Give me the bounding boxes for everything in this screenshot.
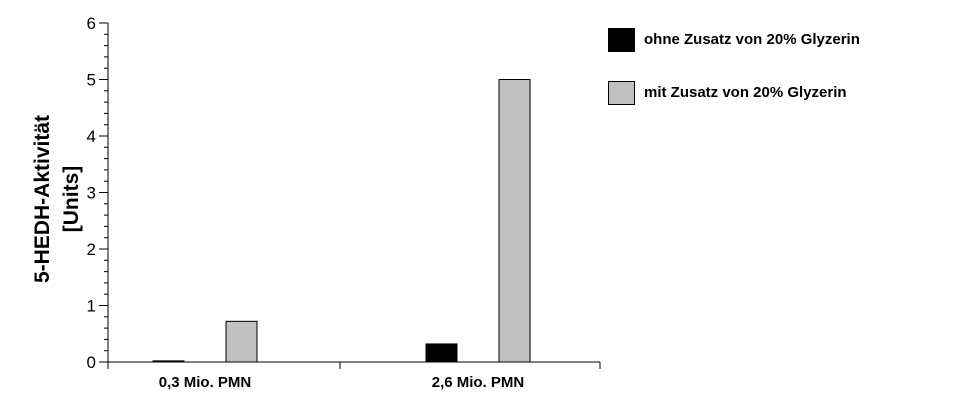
y-tick-label: 1 [87, 297, 96, 316]
y-tick-label: 6 [87, 14, 96, 33]
bars [152, 79, 531, 363]
y-axis-label-line-2: [Units] [60, 166, 83, 233]
y-tick-label: 0 [87, 353, 96, 372]
x-tick-label: 0,3 Mio. PMN [159, 374, 252, 391]
y-tick-label: 5 [87, 71, 96, 90]
y-axis: 0 1 2 3 4 5 6 [87, 14, 109, 372]
y-tick-label: 4 [87, 127, 96, 146]
x-tick-label: 2,6 Mio. PMN [432, 374, 525, 391]
x-axis: 0,3 Mio. PMN 2,6 Mio. PMN [107, 361, 601, 391]
legend-swatch-mit [608, 81, 635, 105]
legend-label-ohne: ohne Zusatz von 20% Glyzerin [644, 31, 860, 48]
y-tick-label: 3 [87, 184, 96, 203]
legend-swatch-ohne [608, 28, 635, 52]
legend-label-mit: mit Zusatz von 20% Glyzerin [644, 84, 847, 101]
bar-ohne-2 [425, 343, 458, 363]
y-axis-label-line-1: 5-HEDH-Aktivität [31, 115, 54, 283]
bar-mit-1 [225, 320, 258, 363]
bar-mit-2 [498, 79, 531, 363]
bar-ohne-1 [152, 360, 185, 363]
y-tick-label: 2 [87, 240, 96, 259]
